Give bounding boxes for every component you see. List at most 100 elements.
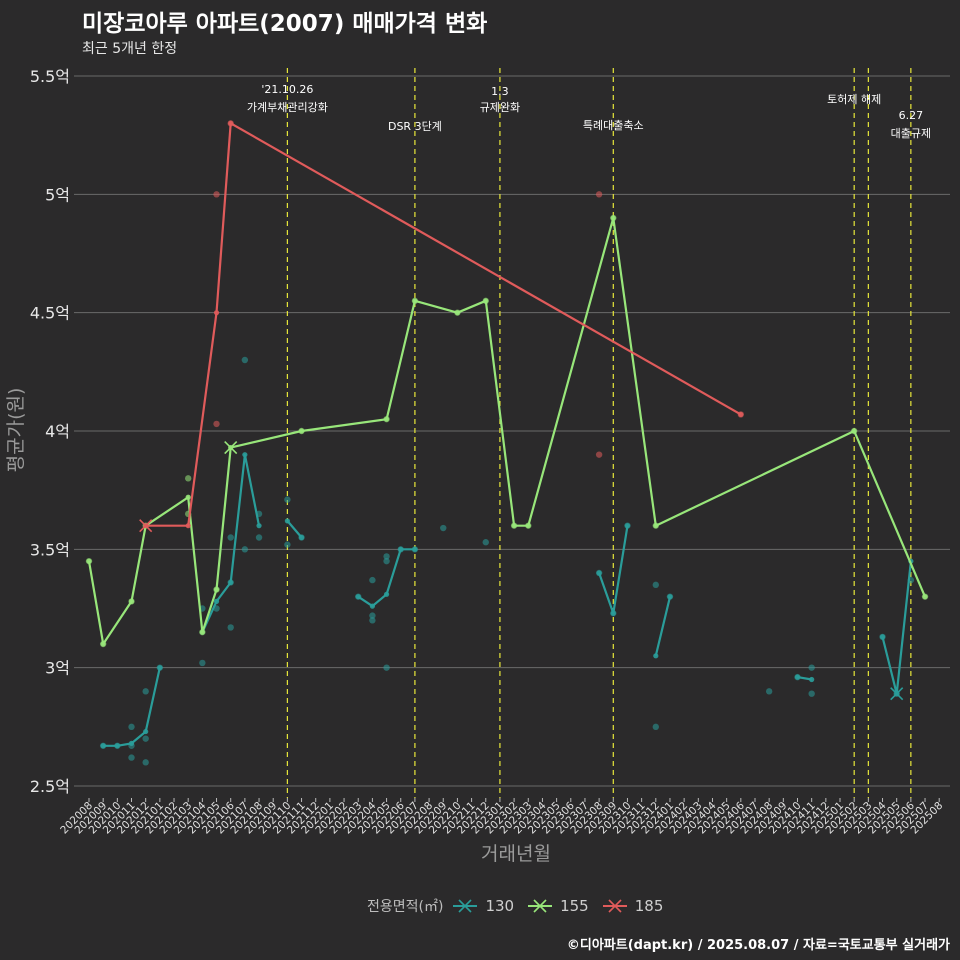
data-point [383, 557, 390, 565]
source-caption: ©디아파트(dapt.kr) / 2025.08.07 / 자료=국토교통부 실… [566, 938, 950, 953]
y-tick-label: 2.5억 [30, 777, 70, 796]
chart-title: 미장코아루 아파트(2007) 매매가격 변화 [82, 11, 488, 37]
line-point [653, 653, 659, 659]
data-point [765, 688, 773, 695]
line-point [86, 558, 92, 564]
data-point [128, 754, 135, 761]
line-point [213, 586, 220, 593]
line-point [143, 728, 149, 735]
line-point [922, 594, 928, 600]
event-annotation-text: 1.3 [491, 85, 509, 98]
data-point [652, 581, 659, 589]
line-point [525, 523, 531, 529]
data-point [227, 624, 234, 631]
line-point [298, 428, 305, 434]
line-point [383, 416, 390, 422]
line-point [369, 603, 375, 609]
series-layer [85, 120, 929, 766]
event-annotation-text: DSR 3단계 [388, 120, 442, 133]
data-point [184, 475, 192, 482]
data-point [369, 576, 376, 584]
legend-item-185: 185 [602, 897, 664, 915]
data-point [199, 659, 206, 667]
line-point [653, 523, 659, 529]
data-point [383, 553, 390, 560]
line-point [213, 310, 220, 316]
data-point [213, 191, 220, 198]
line-point [511, 523, 517, 529]
line-point [228, 579, 234, 586]
data-point [440, 524, 447, 532]
line-point [284, 518, 290, 524]
line-point [610, 215, 616, 221]
line-point [667, 594, 673, 600]
data-point [383, 664, 390, 671]
line-point [185, 494, 191, 500]
line-point [114, 743, 120, 749]
y-axis-title: 평균가(원) [5, 388, 27, 473]
legend-title: 전용면적(㎡) [367, 899, 444, 915]
data-point [284, 541, 291, 548]
line-point [412, 546, 418, 552]
grid [74, 75, 950, 787]
x-marker [224, 441, 238, 455]
event-annotation-text: 대출규제 [891, 127, 931, 140]
event-annotation-text: 6.27 [899, 109, 924, 122]
legend-key-185 [602, 899, 627, 913]
line-point [412, 298, 418, 304]
event-annotation-text: '21.10.26 [261, 83, 313, 96]
data-point [369, 617, 376, 624]
legend-key-155 [528, 899, 553, 913]
data-point [227, 534, 234, 541]
line-point [596, 570, 602, 576]
line-point [454, 310, 461, 316]
data-point [255, 534, 263, 541]
data-point [595, 451, 603, 458]
legend: 전용면적(㎡) 130 155 185 [367, 896, 677, 916]
line-point [624, 523, 631, 529]
line-point [256, 523, 262, 529]
axes: 2.5억3억3.5억4억4.5억5억5.5억202008202009202010… [5, 67, 945, 865]
data-point [213, 420, 220, 428]
legend-label-155: 155 [560, 897, 589, 915]
series-line [145, 122, 742, 527]
line-point [128, 740, 135, 747]
series-line [286, 520, 303, 539]
y-tick-label: 5억 [45, 185, 70, 204]
data-point [595, 191, 603, 198]
y-tick-label: 4.5억 [30, 304, 70, 323]
event-annotation-text: 특례대출축소 [583, 119, 644, 132]
series-185 [139, 120, 745, 533]
data-point [482, 539, 489, 546]
line-point [242, 452, 248, 458]
x-marker [139, 519, 153, 533]
y-tick-label: 5.5억 [30, 67, 70, 86]
legend-item-155: 155 [528, 897, 589, 915]
data-point [284, 496, 291, 503]
data-point [142, 688, 149, 695]
data-point [369, 612, 376, 619]
line-point [483, 298, 489, 304]
line-point [383, 591, 390, 597]
line-point [100, 641, 106, 647]
line-point [610, 610, 616, 616]
line-point [879, 634, 886, 640]
line-point [809, 676, 815, 683]
data-point [142, 735, 149, 742]
x-marker [890, 687, 904, 701]
line-point [851, 428, 857, 434]
line-point [398, 546, 404, 552]
line-point [213, 598, 220, 605]
data-point [808, 690, 815, 697]
legend-label-185: 185 [634, 897, 664, 915]
line-point [100, 743, 106, 749]
data-point [808, 664, 815, 671]
event-annotation-text: 토허제 해제 [827, 92, 881, 106]
legend-key-130 [453, 899, 478, 913]
data-point [241, 546, 249, 553]
line-point [157, 665, 163, 671]
chart-subtitle: 최근 5개년 한정 [82, 41, 178, 57]
event-lines [286, 68, 912, 798]
line-point [738, 411, 744, 418]
